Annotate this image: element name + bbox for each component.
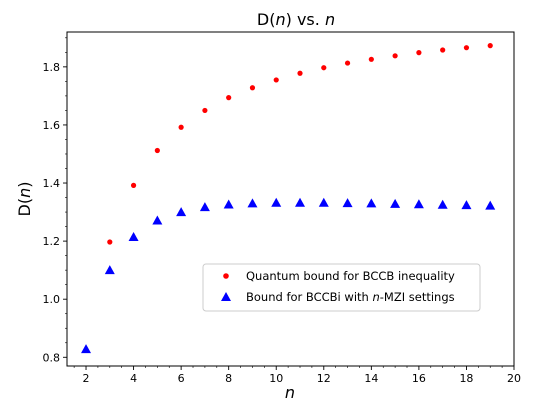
x-tick-label: 4 — [130, 372, 137, 385]
quantum-bound-point — [202, 107, 208, 114]
x-tick-label: 12 — [317, 372, 331, 385]
y-tick-label: 0.8 — [43, 351, 61, 364]
x-tick-label: 10 — [269, 372, 283, 385]
mzi-bound-point — [366, 198, 377, 208]
mzi-bound-point — [485, 200, 496, 210]
y-axis-label: D(n) — [15, 182, 34, 217]
y-tick-label: 1.8 — [43, 61, 61, 74]
y-tick-label: 1.0 — [43, 293, 61, 306]
quantum-bound-point — [344, 60, 351, 66]
mzi-bound-point — [390, 198, 401, 208]
y-tick-label: 1.2 — [43, 235, 61, 248]
quantum-bound-point — [463, 45, 470, 51]
quantum-bound-point — [297, 70, 303, 76]
quantum-bound-point — [440, 47, 446, 53]
x-axis: 2 4 6 8 10 12 14 16 18 20 — [73, 366, 521, 385]
mzi-bound-point — [295, 197, 306, 207]
y-axis: 0.8 1.0 1.2 1.4 1.6 1.8 — [43, 37, 67, 364]
x-tick-label: 2 — [83, 372, 90, 385]
series-mzi-bound — [81, 197, 496, 354]
mzi-bound-point — [437, 199, 448, 209]
mzi-bound-point — [223, 199, 234, 209]
mzi-bound-point — [104, 265, 115, 275]
y-tick-label: 1.6 — [43, 119, 61, 132]
x-tick-label: 18 — [459, 372, 473, 385]
legend-box — [202, 263, 481, 312]
mzi-bound-point — [461, 200, 472, 210]
x-tick-label: 8 — [225, 372, 232, 385]
quantum-bound-point — [416, 50, 422, 56]
chart-title: D(n) vs. n — [257, 10, 335, 29]
x-tick-label: 14 — [364, 372, 378, 385]
mzi-bound-point — [128, 232, 139, 242]
mzi-bound-point — [271, 197, 282, 207]
mzi-bound-point — [176, 207, 187, 217]
quantum-bound-point — [107, 239, 113, 245]
quantum-bound-point — [154, 147, 160, 154]
mzi-bound-point — [81, 344, 92, 354]
quantum-bound-point — [226, 95, 232, 101]
x-tick-label: 16 — [412, 372, 426, 385]
mzi-bound-point — [199, 202, 210, 212]
legend-label-quantum-bound: Quantum bound for BCCB inequality — [246, 269, 455, 283]
x-tick-label: 6 — [178, 372, 185, 385]
quantum-bound-point — [368, 56, 374, 62]
mzi-bound-point — [413, 199, 424, 209]
mzi-bound-point — [247, 198, 258, 208]
mzi-bound-point — [342, 198, 353, 208]
quantum-bound-point — [321, 65, 327, 71]
x-tick-label: 20 — [507, 372, 521, 385]
quantum-bound-point — [273, 77, 279, 83]
mzi-bound-point — [318, 197, 329, 207]
legend-label-mzi-bound: Bound for BCCBi with n-MZI settings — [246, 290, 455, 304]
legend: Quantum bound for BCCB inequality Bound … — [202, 263, 481, 312]
quantum-bound-point — [487, 43, 493, 49]
series-quantum-bound — [107, 43, 493, 245]
y-tick-label: 1.4 — [43, 177, 61, 190]
quantum-bound-point — [178, 124, 184, 130]
quantum-bound-point — [130, 182, 137, 188]
legend-marker-mzi-bound — [221, 292, 231, 301]
plot-area — [66, 31, 515, 367]
mzi-bound-point — [152, 215, 163, 225]
legend-marker-quantum-bound — [223, 273, 229, 279]
quantum-bound-point — [249, 85, 256, 91]
quantum-bound-point — [392, 53, 398, 59]
x-axis-label: n — [285, 383, 295, 402]
